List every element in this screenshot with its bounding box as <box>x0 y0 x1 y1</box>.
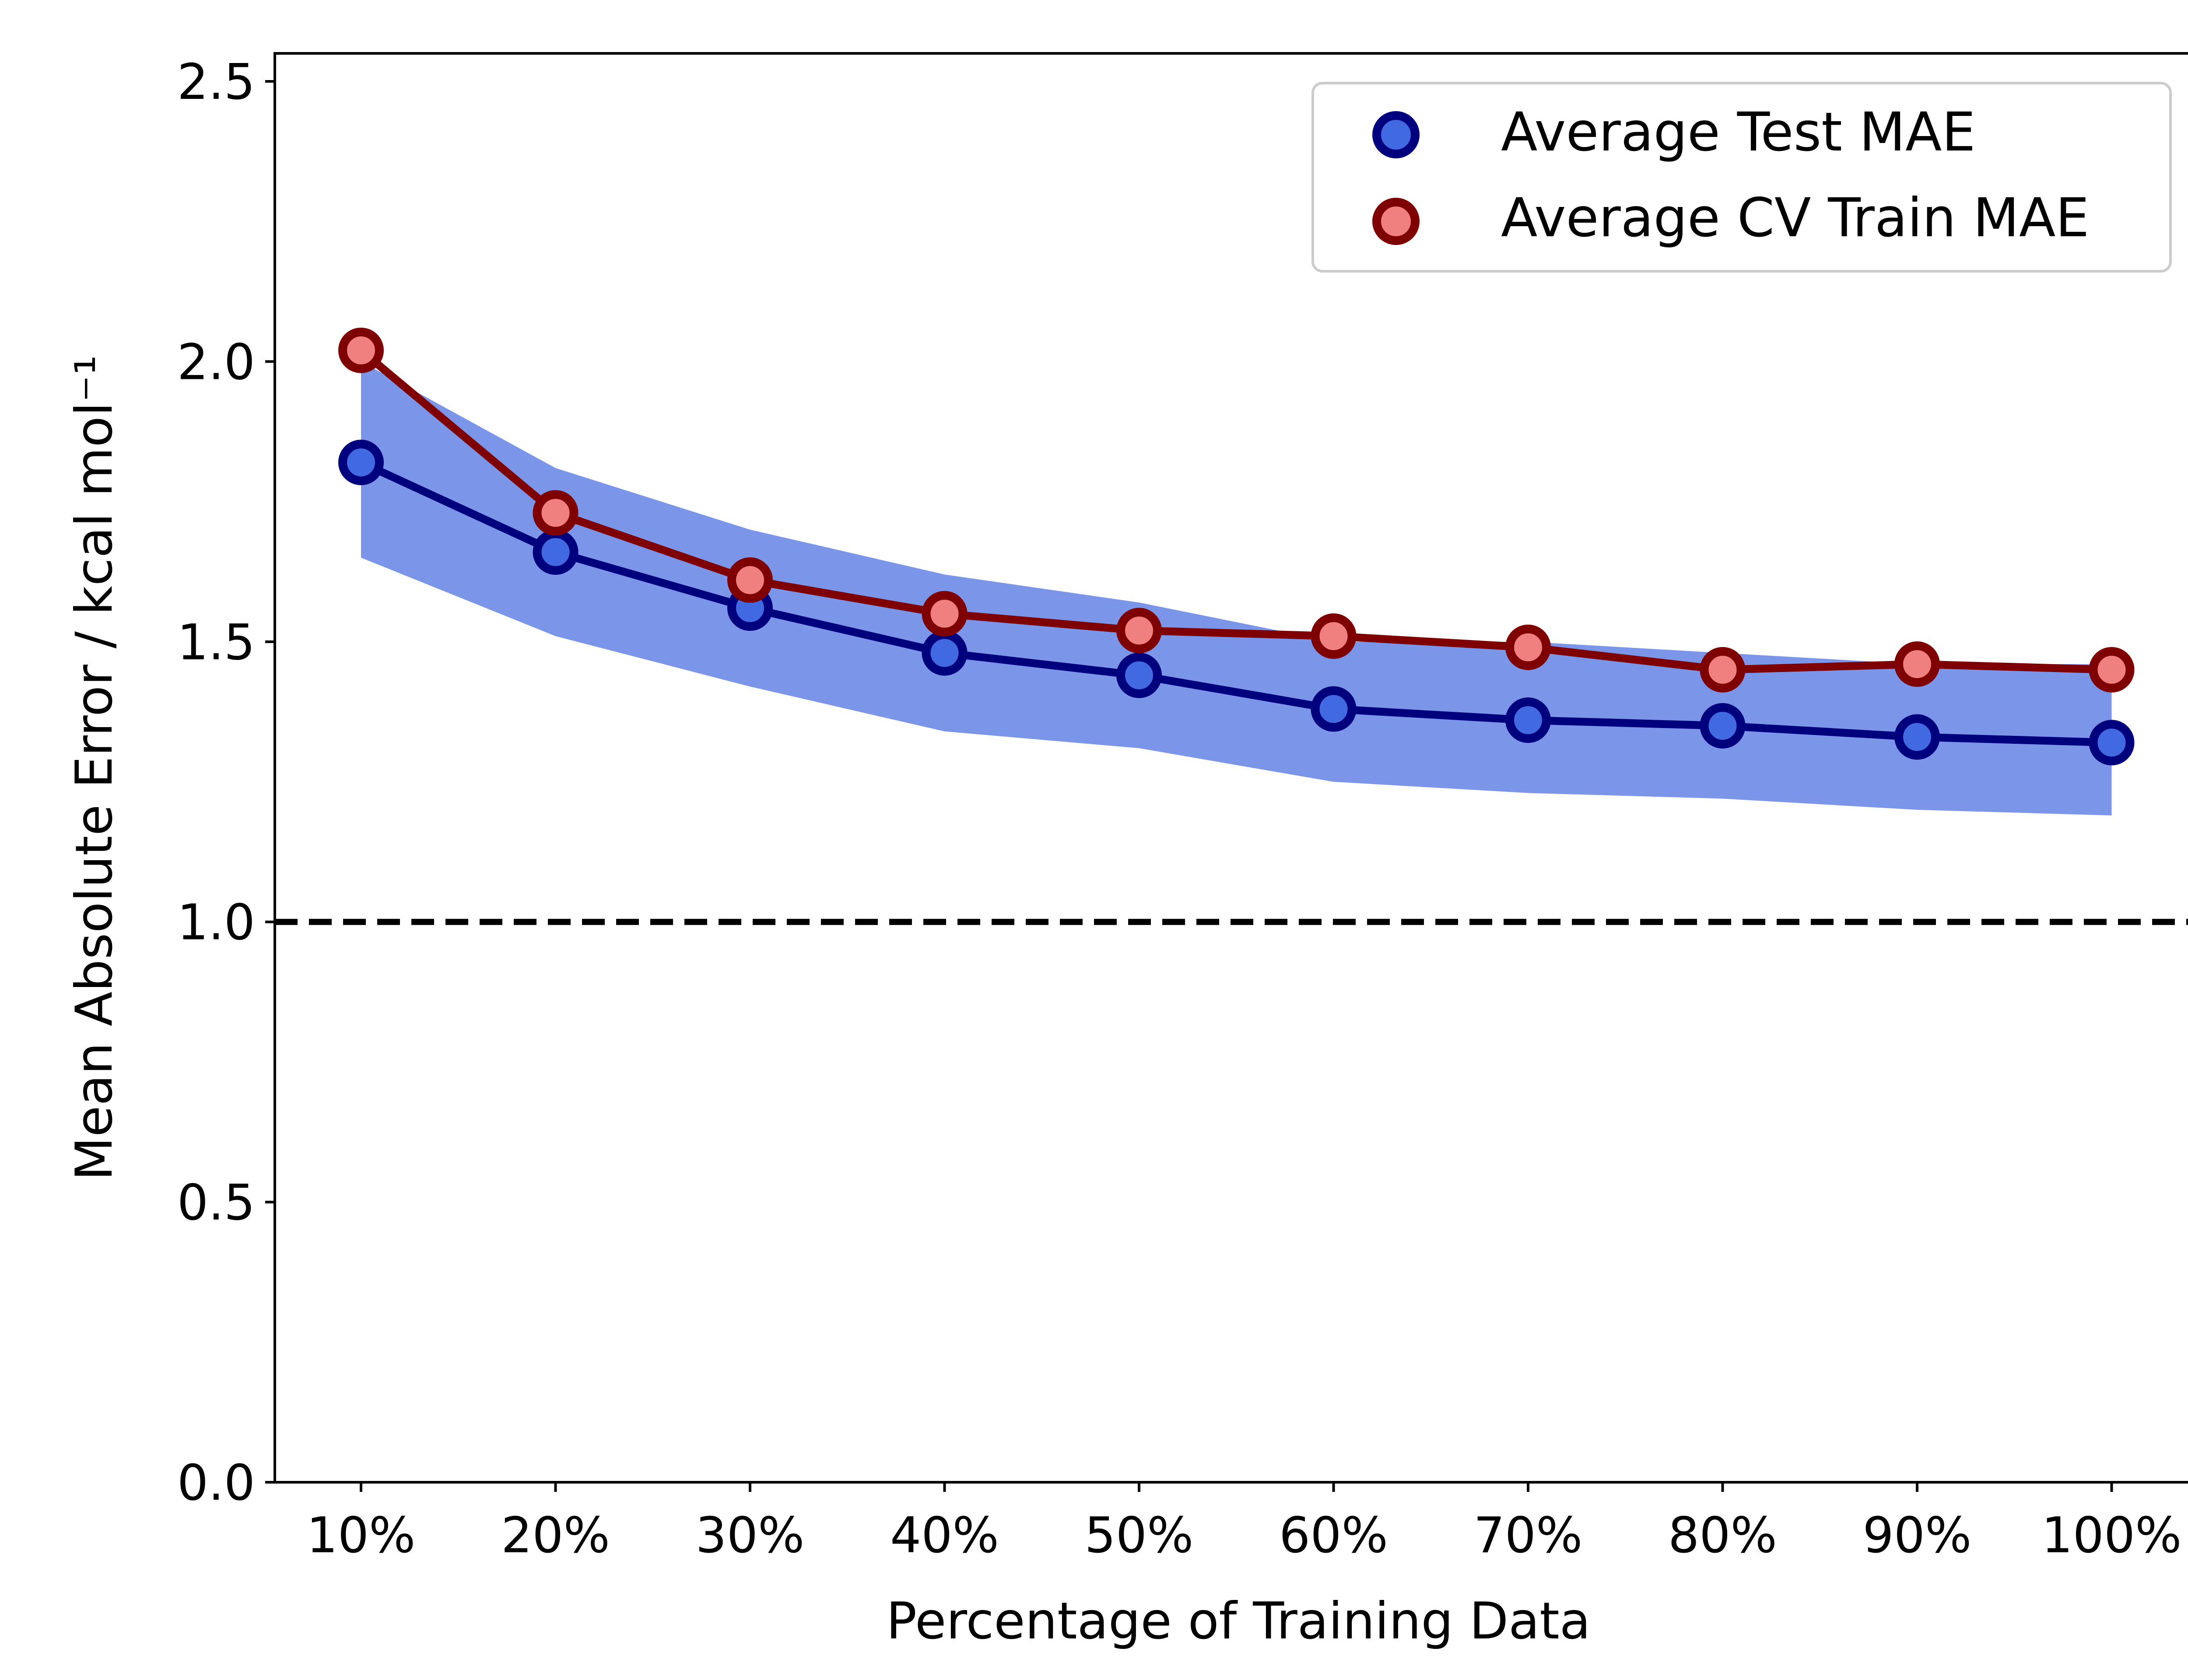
data-point <box>1894 641 1940 687</box>
y-tick-label: 1.5 <box>177 614 255 671</box>
y-tick-label: 1.0 <box>177 894 255 951</box>
data-point <box>922 591 968 637</box>
x-axis-title: Percentage of Training Data <box>886 1592 1591 1651</box>
y-tick-label: 2.5 <box>177 54 255 111</box>
legend-marker-train <box>1372 198 1420 245</box>
x-tick-label: 70% <box>1474 1507 1583 1564</box>
y-tick-label: 0.5 <box>177 1175 255 1232</box>
error-band <box>361 361 2112 816</box>
legend-label-test: Average Test MAE <box>1501 101 1976 163</box>
data-point <box>1505 697 1551 743</box>
series-line <box>358 347 2112 674</box>
data-point <box>338 327 384 373</box>
y-axis-title: Mean Absolute Error / kcal mol⁻¹ <box>65 355 124 1180</box>
x-tick-label: 80% <box>1668 1507 1777 1564</box>
data-point <box>1700 703 1746 749</box>
series-1 <box>338 327 2135 693</box>
data-point <box>1700 647 1746 693</box>
x-tick-label: 90% <box>1863 1507 1972 1564</box>
series-0 <box>338 439 2135 766</box>
x-tick-label: 100% <box>2041 1507 2181 1564</box>
x-tick-label: 20% <box>501 1507 610 1564</box>
data-point <box>1311 686 1357 732</box>
y-tick-label: 0.0 <box>177 1455 255 1512</box>
x-tick-label: 10% <box>307 1507 416 1564</box>
data-point <box>1894 714 1940 760</box>
legend-box <box>1311 82 2172 273</box>
data-point <box>1116 608 1162 654</box>
y-tick-label: 2.0 <box>177 334 255 391</box>
series-line <box>359 458 2112 747</box>
data-point <box>2089 720 2135 766</box>
legend-label-train: Average CV Train MAE <box>1501 187 2090 249</box>
data-point <box>1505 624 1551 670</box>
data-point <box>1311 613 1357 659</box>
data-point <box>338 439 384 485</box>
data-point <box>2089 647 2135 693</box>
data-point <box>727 557 773 603</box>
series-layer <box>338 327 2135 766</box>
axes-layer: 10% 20% 30% 40% 50% 60% 70% 80% 90% 100% 0.0 0.5 1.0… <box>177 54 2182 1564</box>
data-point <box>533 490 579 536</box>
data-point <box>533 529 579 575</box>
data-point <box>922 630 968 676</box>
plot-frame <box>274 52 2188 1484</box>
band-layer <box>361 361 2112 816</box>
x-tick-label: 30% <box>696 1507 805 1564</box>
legend: Average Test MAE Average CV Train MAE <box>1311 82 2172 273</box>
x-tick-label: 50% <box>1085 1507 1194 1564</box>
data-point <box>1116 652 1162 698</box>
x-tick-label: 60% <box>1279 1507 1388 1564</box>
legend-marker-test <box>1372 111 1420 158</box>
x-tick-label: 40% <box>890 1507 999 1564</box>
